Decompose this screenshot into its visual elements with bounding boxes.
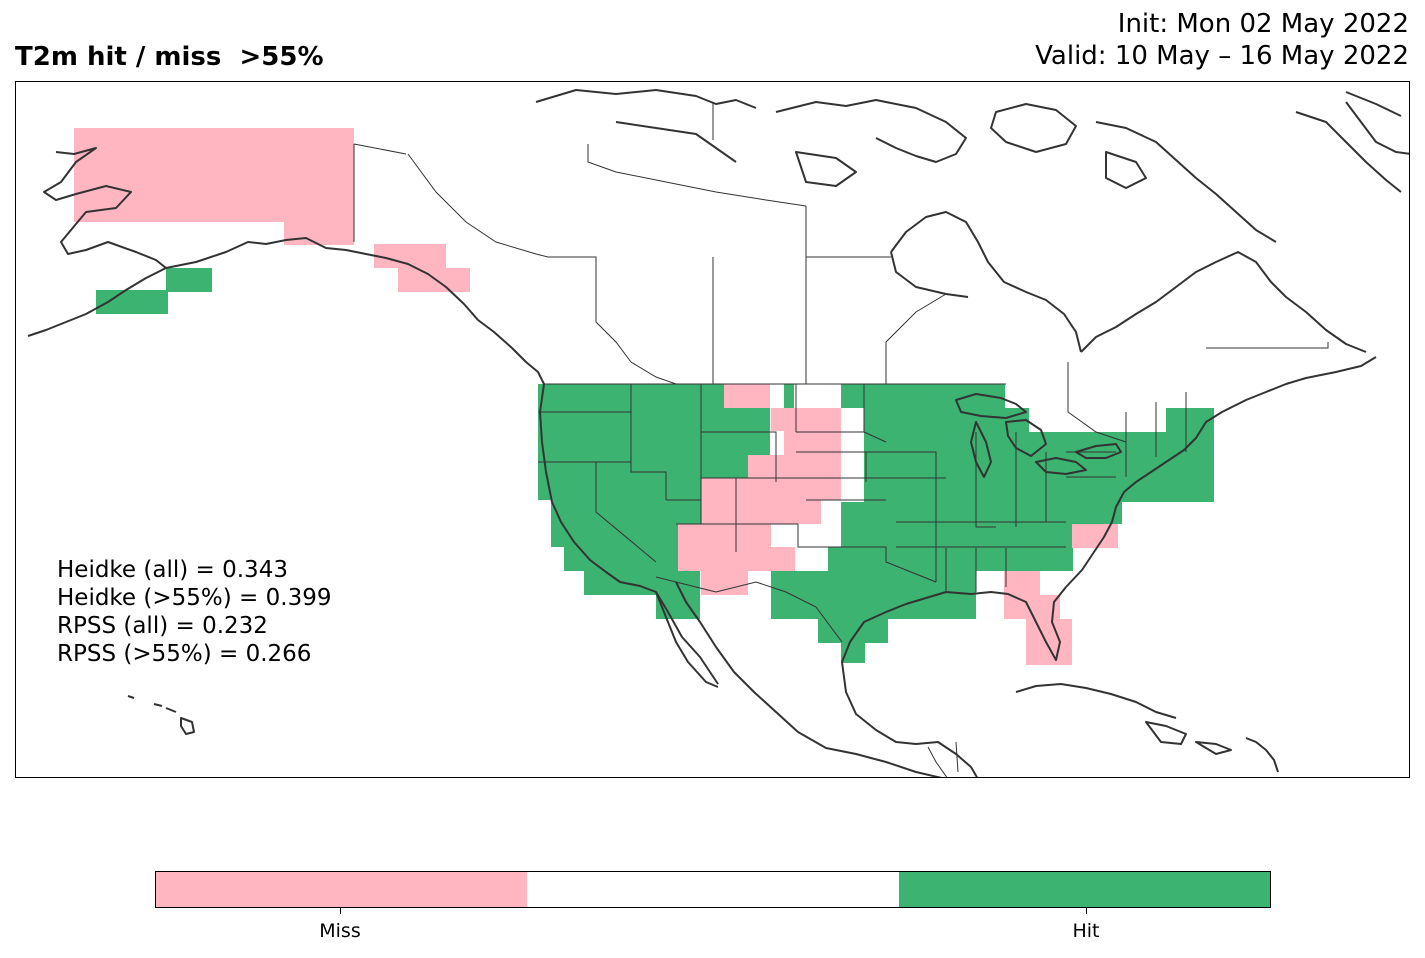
colorbar-tick-miss [340,907,341,914]
forecast-dates: Init: Mon 02 May 2022 Valid: 10 May – 16… [1035,8,1409,72]
miss-cells-conus [678,384,1118,665]
north-america-map [27,89,1409,777]
boundaries [353,102,1329,777]
init-date: Init: Mon 02 May 2022 [1117,9,1409,39]
heidke-all: Heidke (all) = 0.343 [57,557,288,583]
valid-date-range: Valid: 10 May – 16 May 2022 [1035,41,1409,71]
heidke-55: Heidke (>55%) = 0.399 [57,585,332,611]
no-data-cells [771,384,864,571]
colorbar-label-hit: Hit [1072,920,1100,942]
map-title: T2m hit / miss >55% [15,42,324,72]
colorbar-tick-hit [1086,907,1087,914]
colorbar-neutral [527,872,899,907]
hit-cells-conus [538,384,1214,663]
rpss-all: RPSS (all) = 0.232 [57,613,268,639]
rpss-55: RPSS (>55%) = 0.266 [57,641,312,667]
colorbar-label-miss: Miss [319,920,361,942]
colorbar-miss [156,872,528,907]
colorbar [155,871,1271,908]
skill-scores: Heidke (all) = 0.343 Heidke (>55%) = 0.3… [57,556,331,668]
colorbar-hit [898,872,1270,907]
map-panel[interactable] [15,81,1410,778]
miss-cells-alaska [74,128,470,292]
